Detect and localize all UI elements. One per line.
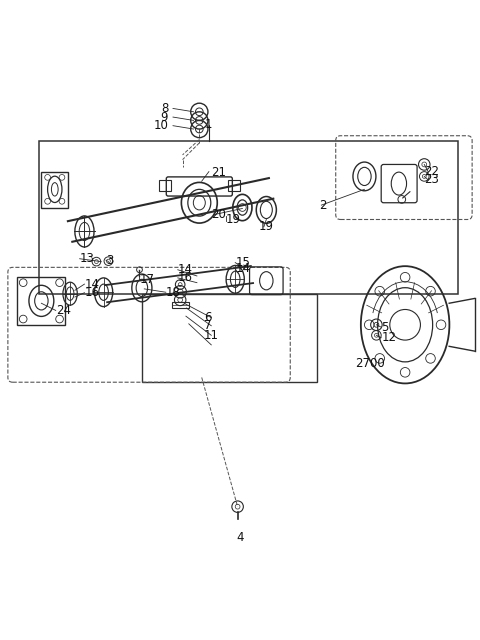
Text: 17: 17 [140, 273, 155, 286]
Text: 4: 4 [236, 531, 244, 544]
Text: 24: 24 [56, 304, 71, 317]
Text: 9: 9 [161, 111, 168, 124]
Bar [228, 180, 240, 191]
Bar [39, 141, 458, 294]
Text: 22: 22 [424, 165, 439, 178]
Text: 12: 12 [381, 332, 396, 344]
Text: 20: 20 [211, 208, 226, 221]
Text: 19: 19 [259, 220, 274, 233]
Text: 7: 7 [204, 319, 212, 332]
Text: 15: 15 [235, 256, 250, 269]
Text: 11: 11 [204, 329, 219, 342]
Bar [142, 294, 317, 382]
Text: 5: 5 [381, 321, 389, 333]
Text: 2: 2 [319, 198, 326, 212]
Text: 6: 6 [204, 311, 212, 324]
Text: 14: 14 [178, 263, 193, 276]
Text: 10: 10 [153, 119, 168, 132]
Text: 16: 16 [178, 271, 193, 284]
Bar [171, 302, 189, 308]
Text: 8: 8 [161, 102, 168, 115]
Text: 21: 21 [211, 166, 226, 179]
Bar [158, 180, 170, 191]
Text: 14: 14 [84, 278, 99, 291]
Text: 13: 13 [80, 252, 95, 265]
Text: 2700: 2700 [355, 356, 384, 369]
Text: 19: 19 [226, 213, 240, 226]
Text: 1: 1 [205, 118, 213, 131]
Text: 14: 14 [235, 262, 250, 275]
Text: 18: 18 [166, 285, 180, 299]
Text: 3: 3 [106, 253, 113, 267]
Text: 16: 16 [84, 286, 99, 300]
Text: 23: 23 [424, 173, 439, 186]
Bar [41, 172, 68, 207]
Bar [17, 277, 65, 324]
